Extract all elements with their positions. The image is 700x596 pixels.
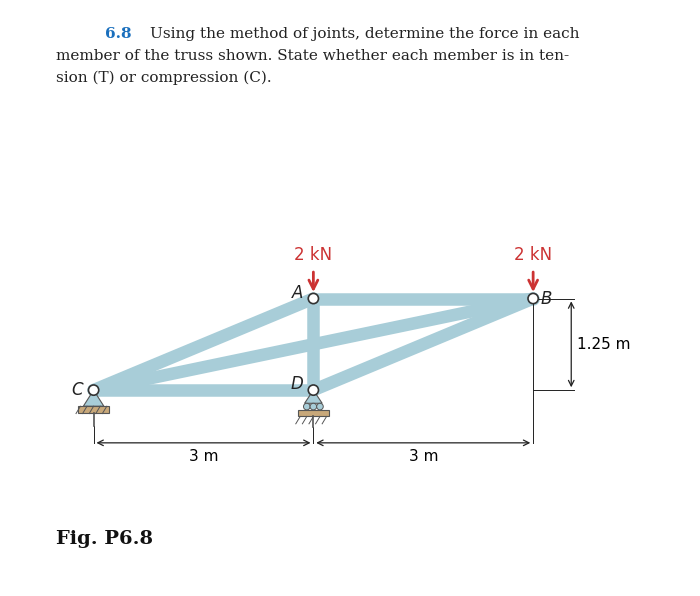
Text: C: C <box>71 381 83 399</box>
Polygon shape <box>304 390 322 403</box>
Text: 1.25 m: 1.25 m <box>577 337 631 352</box>
Text: 3 m: 3 m <box>189 449 218 464</box>
Text: Using the method of joints, determine the force in each: Using the method of joints, determine th… <box>150 27 580 41</box>
Text: D: D <box>291 375 304 393</box>
Bar <box>298 410 329 417</box>
Text: 3 m: 3 m <box>409 449 438 464</box>
Circle shape <box>308 293 318 303</box>
Text: B: B <box>540 290 552 308</box>
Text: 2 kN: 2 kN <box>514 246 552 264</box>
Circle shape <box>316 403 323 410</box>
Bar <box>78 406 109 413</box>
Circle shape <box>310 403 316 410</box>
Circle shape <box>88 385 99 395</box>
Text: 2 kN: 2 kN <box>294 246 332 264</box>
Circle shape <box>528 293 538 303</box>
Text: A: A <box>292 284 303 302</box>
Text: sion (T) or compression (C).: sion (T) or compression (C). <box>56 71 272 85</box>
Polygon shape <box>83 390 104 406</box>
Text: Fig. P6.8: Fig. P6.8 <box>56 530 153 548</box>
Circle shape <box>308 385 318 395</box>
Text: 6.8: 6.8 <box>105 27 132 41</box>
Circle shape <box>304 403 310 410</box>
Text: member of the truss shown. State whether each member is in ten-: member of the truss shown. State whether… <box>56 49 569 63</box>
